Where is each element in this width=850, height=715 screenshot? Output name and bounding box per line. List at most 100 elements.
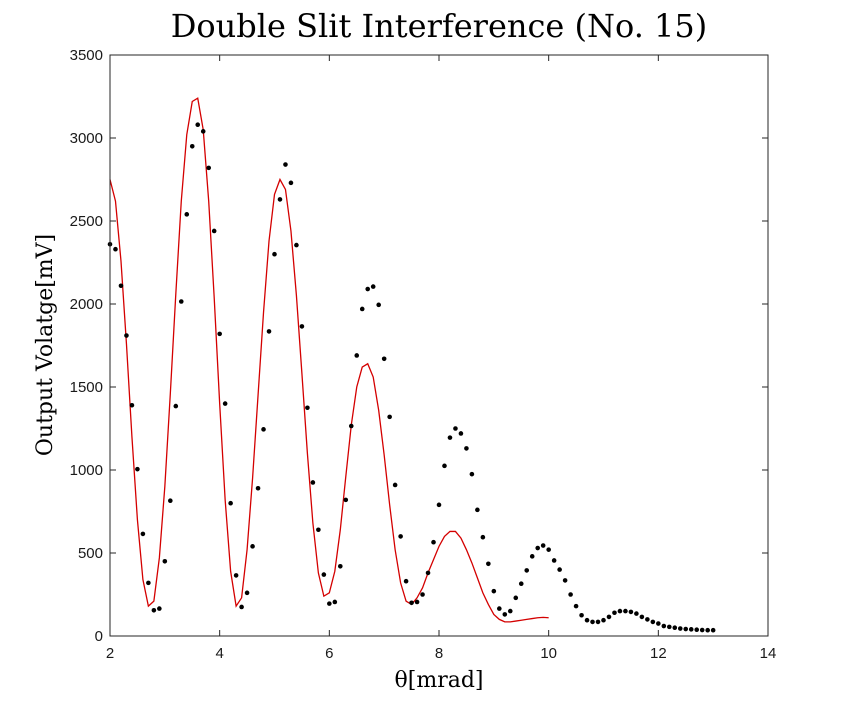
data-point <box>562 578 568 583</box>
x-tick-label: 2 <box>106 645 114 662</box>
data-point <box>667 624 672 630</box>
data-point <box>518 581 524 587</box>
data-point <box>535 545 540 551</box>
data-point <box>623 608 628 614</box>
fit-curve <box>109 97 549 623</box>
data-point <box>694 627 700 632</box>
data-point <box>157 606 162 611</box>
data-point <box>135 466 140 472</box>
data-point <box>710 627 716 633</box>
data-point <box>162 559 168 564</box>
data-point <box>453 426 458 431</box>
data-point <box>338 563 343 569</box>
data-point <box>414 599 420 605</box>
y-tick-label: 1500 <box>70 379 103 396</box>
data-point <box>146 580 151 586</box>
data-point <box>272 251 277 257</box>
data-point <box>288 180 294 186</box>
x-tick-label: 14 <box>760 645 777 662</box>
y-tick-label: 1000 <box>70 462 103 479</box>
data-point <box>507 608 513 614</box>
data-point <box>584 617 590 623</box>
data-point <box>546 547 551 552</box>
data-point <box>403 578 409 584</box>
data-point <box>151 607 157 613</box>
data-point <box>255 485 261 491</box>
data-point <box>661 623 667 629</box>
y-tick-label: 2000 <box>70 296 103 313</box>
x-tick-label: 8 <box>435 645 443 662</box>
data-point <box>431 539 436 545</box>
data-point <box>491 588 497 594</box>
data-point <box>442 463 447 469</box>
data-point <box>639 614 645 620</box>
data-point <box>200 129 206 134</box>
data-point <box>486 561 491 567</box>
data-point <box>184 212 190 217</box>
data-point <box>310 480 316 485</box>
data-point <box>327 601 332 606</box>
plot-area <box>110 55 768 636</box>
data-point <box>392 482 398 488</box>
data-point <box>688 627 694 632</box>
data-point <box>376 302 381 308</box>
data-point <box>365 286 371 292</box>
data-point <box>217 331 222 337</box>
data-point <box>124 333 129 338</box>
data-point <box>656 621 661 626</box>
data-point <box>595 619 601 625</box>
data-point <box>398 534 403 539</box>
data-point <box>409 600 414 606</box>
data-point <box>239 604 244 610</box>
x-tick-label: 6 <box>325 645 333 662</box>
x-tick-label: 4 <box>215 645 223 662</box>
data-point <box>118 283 124 289</box>
data-point <box>129 402 135 408</box>
data-point <box>222 401 228 406</box>
data-point <box>354 353 360 358</box>
y-tick-label: 2500 <box>70 213 103 230</box>
data-point <box>189 144 195 149</box>
y-tick-label: 0 <box>95 628 103 645</box>
data-point <box>425 570 431 576</box>
data-point <box>332 599 338 605</box>
data-point <box>606 614 612 620</box>
data-point <box>173 403 179 409</box>
data-point <box>524 568 530 573</box>
data-point <box>266 329 272 334</box>
y-tick-label: 3500 <box>70 47 103 64</box>
data-point <box>551 558 557 563</box>
data-point <box>228 500 233 506</box>
data-point <box>206 165 211 171</box>
data-point <box>579 612 584 618</box>
data-point <box>195 122 201 128</box>
data-point <box>299 324 305 329</box>
y-tick-label: 500 <box>78 545 103 562</box>
data-point <box>683 626 689 632</box>
data-point <box>705 627 710 633</box>
data-point <box>233 573 239 578</box>
data-point <box>305 405 310 411</box>
data-point <box>113 246 118 252</box>
data-point <box>502 612 508 617</box>
data-point <box>617 608 623 614</box>
y-axis-label: Output Volatge[mV] <box>33 234 58 456</box>
data-point <box>387 414 392 420</box>
plot-frame <box>109 54 769 637</box>
data-point <box>343 497 349 503</box>
data-point <box>464 446 469 451</box>
data-point <box>178 299 184 304</box>
data-point <box>557 567 562 572</box>
data-point <box>321 572 327 577</box>
data-point <box>612 610 617 616</box>
data-point <box>447 435 453 440</box>
data-point <box>650 619 656 625</box>
data-point <box>277 197 283 202</box>
data-point <box>250 544 255 549</box>
data-point <box>672 625 678 630</box>
y-tick-label: 3000 <box>70 130 103 147</box>
data-point <box>168 498 173 504</box>
data-point <box>370 284 376 289</box>
data-point <box>634 611 639 616</box>
data-point <box>601 617 606 623</box>
